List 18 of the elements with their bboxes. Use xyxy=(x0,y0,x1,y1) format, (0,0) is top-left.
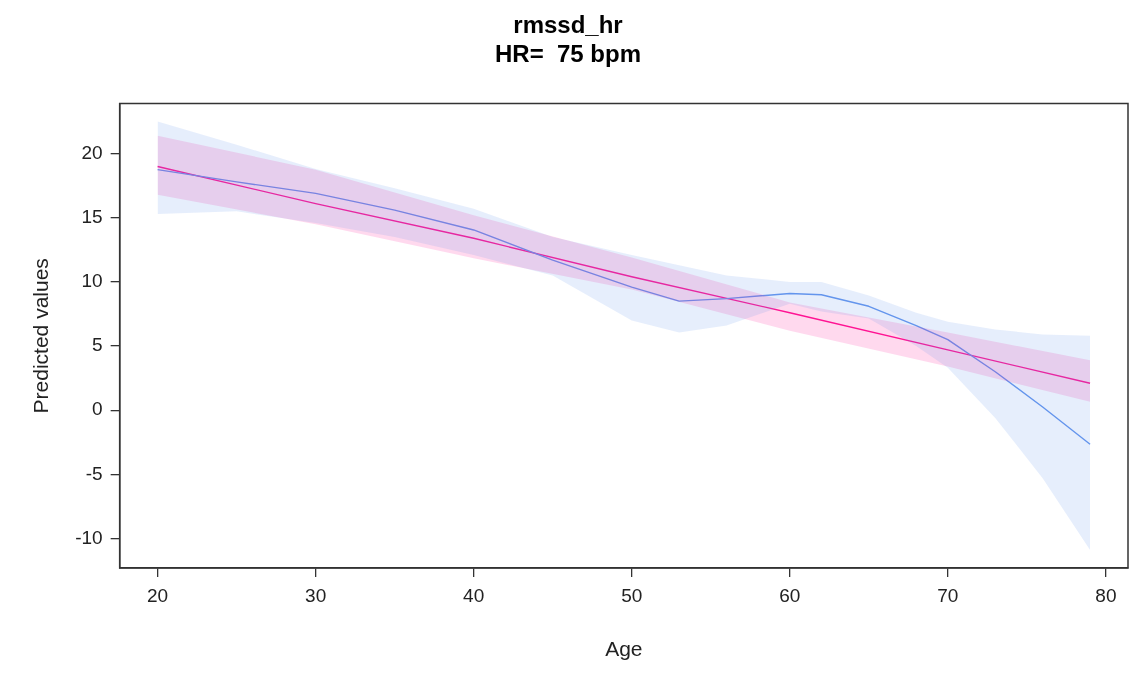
y-tick-label: -10 xyxy=(75,526,103,548)
x-axis-title: Age xyxy=(605,637,643,661)
x-tick-label: 30 xyxy=(305,584,327,606)
y-tick-label: 0 xyxy=(92,398,103,420)
x-tick-label: 60 xyxy=(779,584,801,606)
x-tick-label: 70 xyxy=(937,584,959,606)
x-tick-label: 80 xyxy=(1095,584,1117,606)
y-tick-label: 20 xyxy=(81,141,103,163)
y-tick-label: 15 xyxy=(81,206,103,228)
x-tick-label: 40 xyxy=(463,584,485,606)
x-tick-label: 20 xyxy=(147,584,169,606)
y-axis-title: Predicted values xyxy=(29,258,53,414)
x-tick-label: 50 xyxy=(621,584,643,606)
chart-title: rmssd_hr xyxy=(513,11,623,39)
chart-subtitle: HR= 75 bpm xyxy=(494,39,642,67)
y-tick-label: 5 xyxy=(92,334,103,356)
y-tick-label: -5 xyxy=(85,462,103,484)
y-tick-label: 10 xyxy=(81,270,103,292)
